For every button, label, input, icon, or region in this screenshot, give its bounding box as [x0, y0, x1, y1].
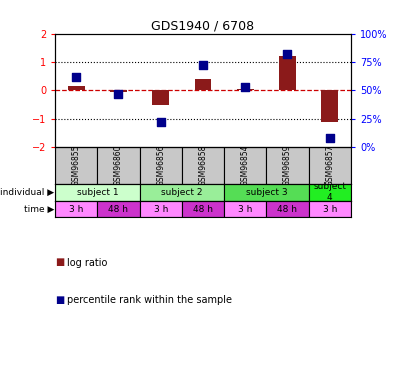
- Point: [242, 84, 248, 90]
- Text: GSM96856: GSM96856: [156, 144, 165, 186]
- Bar: [110, 90, 127, 92]
- Bar: [322, 90, 338, 122]
- Text: GSM96855: GSM96855: [72, 144, 81, 186]
- Bar: [140, 147, 182, 183]
- Text: 48 h: 48 h: [109, 204, 129, 213]
- Text: 3 h: 3 h: [323, 204, 337, 213]
- Text: 3 h: 3 h: [238, 204, 253, 213]
- Point: [73, 74, 80, 80]
- Bar: [152, 90, 169, 105]
- Point: [157, 119, 164, 125]
- Text: log ratio: log ratio: [67, 258, 108, 267]
- Text: individual ▶: individual ▶: [0, 188, 54, 196]
- Bar: [182, 201, 224, 217]
- Bar: [279, 56, 296, 90]
- Bar: [55, 147, 98, 183]
- Text: ■: ■: [55, 295, 64, 305]
- Bar: [55, 201, 98, 217]
- Bar: [182, 147, 224, 183]
- Point: [326, 135, 333, 141]
- Bar: [266, 201, 308, 217]
- Text: percentile rank within the sample: percentile rank within the sample: [67, 295, 232, 305]
- Text: 3 h: 3 h: [153, 204, 168, 213]
- Bar: [237, 89, 254, 90]
- Text: 3 h: 3 h: [69, 204, 83, 213]
- Bar: [98, 201, 140, 217]
- Text: 48 h: 48 h: [193, 204, 213, 213]
- Bar: [55, 183, 140, 201]
- Bar: [195, 79, 211, 90]
- Bar: [308, 183, 351, 201]
- Title: GDS1940 / 6708: GDS1940 / 6708: [151, 20, 255, 33]
- Text: subject 1: subject 1: [77, 188, 118, 196]
- Text: GSM96858: GSM96858: [198, 145, 208, 186]
- Text: GSM96857: GSM96857: [325, 144, 334, 186]
- Text: subject
4: subject 4: [313, 182, 346, 202]
- Text: subject 2: subject 2: [161, 188, 203, 196]
- Bar: [308, 147, 351, 183]
- Text: time ▶: time ▶: [24, 204, 54, 213]
- Text: GSM96860: GSM96860: [114, 144, 123, 186]
- Bar: [266, 147, 308, 183]
- Bar: [140, 201, 182, 217]
- Bar: [224, 201, 266, 217]
- Bar: [224, 147, 266, 183]
- Text: GSM96854: GSM96854: [241, 144, 250, 186]
- Point: [115, 91, 122, 97]
- Bar: [68, 86, 85, 90]
- Bar: [224, 183, 308, 201]
- Text: subject 3: subject 3: [246, 188, 287, 196]
- Bar: [98, 147, 140, 183]
- Bar: [308, 201, 351, 217]
- Point: [200, 63, 206, 69]
- Text: 48 h: 48 h: [277, 204, 297, 213]
- Bar: [140, 183, 224, 201]
- Point: [284, 51, 291, 57]
- Text: GSM96859: GSM96859: [283, 144, 292, 186]
- Text: ■: ■: [55, 258, 64, 267]
